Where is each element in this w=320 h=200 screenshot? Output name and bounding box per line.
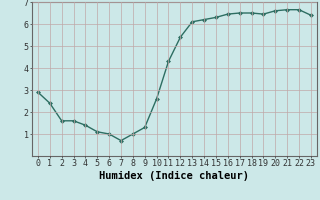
X-axis label: Humidex (Indice chaleur): Humidex (Indice chaleur) [100, 171, 249, 181]
